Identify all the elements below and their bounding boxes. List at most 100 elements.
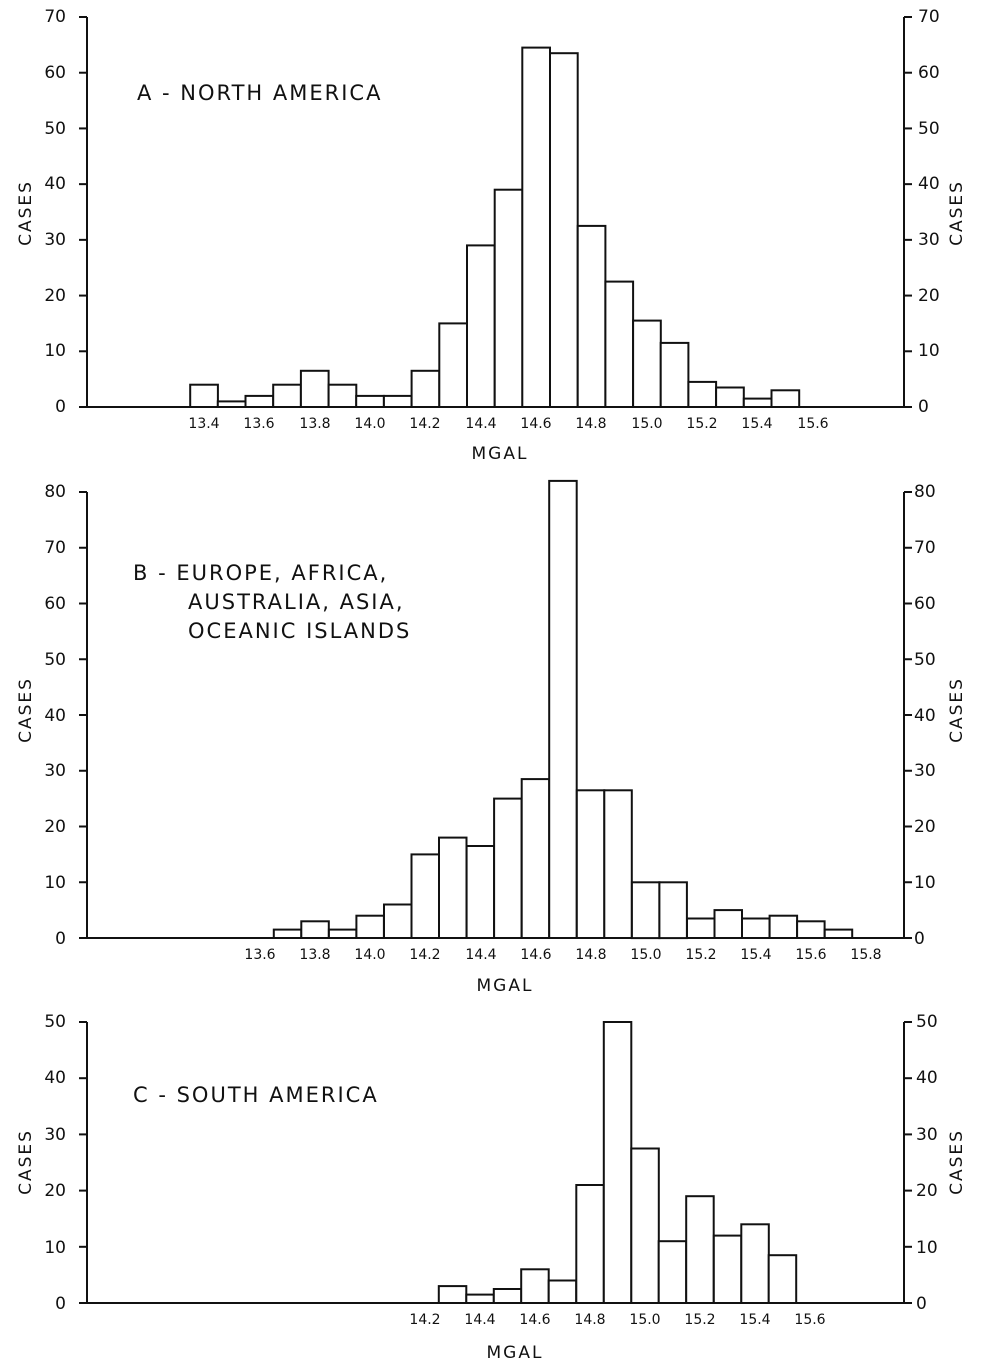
xtick-label: 15.6 bbox=[794, 1312, 825, 1328]
xtick-label: 13.8 bbox=[299, 416, 330, 432]
left-ytick-label: 20 bbox=[44, 817, 66, 837]
xtick-label: 15.0 bbox=[631, 416, 662, 432]
histogram-bar bbox=[327, 928, 358, 939]
histogram-bar bbox=[740, 1223, 770, 1305]
histogram-bar bbox=[410, 853, 440, 940]
xtick-label: 14.6 bbox=[520, 416, 551, 432]
y-axis-title-left: CASES bbox=[16, 1129, 36, 1195]
panel-title-line: A - NORTH AMERICA bbox=[137, 81, 382, 105]
right-ytick-label: 50 bbox=[916, 1012, 938, 1032]
xtick-label: 15.2 bbox=[684, 1312, 715, 1328]
xtick-label: 13.6 bbox=[243, 416, 274, 432]
histogram-bar bbox=[630, 881, 661, 940]
left-ytick-label: 30 bbox=[44, 1125, 66, 1145]
panel-title-line: OCEANIC ISLANDS bbox=[188, 619, 411, 643]
histogram-bar bbox=[630, 1147, 660, 1304]
right-ytick-label: 60 bbox=[914, 594, 936, 614]
histogram-bar bbox=[492, 1288, 523, 1304]
histogram-bar bbox=[216, 400, 247, 408]
right-ytick-label: 50 bbox=[914, 650, 936, 670]
histogram-bar bbox=[355, 914, 385, 940]
histogram-bar bbox=[767, 1254, 798, 1304]
histogram-bar bbox=[685, 1195, 715, 1304]
panel-north-america: 0 10 20 30 40 50 60 70 0 10 20 30 40 50 … bbox=[16, 7, 967, 464]
histogram-bar bbox=[327, 383, 358, 409]
histogram-bar bbox=[686, 917, 716, 939]
histogram-bar bbox=[438, 322, 468, 408]
histogram-bar bbox=[603, 789, 633, 939]
histogram-bar bbox=[657, 1240, 688, 1304]
right-ytick-label: 80 bbox=[914, 482, 936, 502]
histogram-bar bbox=[575, 789, 606, 939]
right-ytick-label: 30 bbox=[916, 1125, 938, 1145]
histogram-bar bbox=[604, 280, 635, 409]
histogram-bar bbox=[272, 383, 302, 409]
histogram-bar bbox=[410, 369, 441, 408]
histogram-bar bbox=[520, 778, 551, 939]
histogram-bar bbox=[300, 920, 330, 939]
panel-title-line: C - SOUTH AMERICA bbox=[133, 1083, 379, 1107]
panel-south-america: 0 10 20 30 40 50 0 10 20 30 40 50 14.2 1… bbox=[16, 1012, 967, 1363]
right-ytick-label: 40 bbox=[914, 706, 936, 726]
histogram-bar bbox=[299, 369, 330, 408]
histogram-bar bbox=[547, 1279, 578, 1304]
xtick-label: 15.6 bbox=[797, 416, 828, 432]
histogram-bar bbox=[823, 928, 854, 939]
xtick-label: 15.2 bbox=[686, 416, 717, 432]
xtick-label: 14.6 bbox=[519, 1312, 550, 1328]
histogram-bar bbox=[687, 380, 718, 408]
histogram-bar bbox=[493, 188, 524, 408]
x-axis-title: MGAL bbox=[472, 444, 529, 464]
xtick-label: 15.4 bbox=[741, 416, 772, 432]
left-ytick-label: 50 bbox=[44, 1012, 66, 1032]
right-ytick-label: 10 bbox=[916, 1238, 938, 1258]
histogram-bar bbox=[602, 1021, 633, 1304]
histogram-bar bbox=[493, 797, 523, 939]
x-axis-title: MGAL bbox=[487, 1343, 544, 1363]
histogram-bar bbox=[713, 909, 743, 939]
xtick-label: 14.4 bbox=[465, 416, 496, 432]
xtick-label: 14.2 bbox=[409, 1312, 440, 1328]
right-ytick-label: 70 bbox=[918, 7, 940, 27]
y-axis-title-left: CASES bbox=[16, 180, 36, 246]
x-axis-title: MGAL bbox=[477, 976, 534, 996]
xtick-label: 15.8 bbox=[850, 947, 881, 963]
histogram-bar bbox=[521, 46, 551, 408]
left-ytick-label: 30 bbox=[44, 761, 66, 781]
left-ytick-label: 10 bbox=[44, 341, 66, 361]
left-ytick-label: 60 bbox=[44, 63, 66, 83]
right-ytick-label: 60 bbox=[918, 63, 940, 83]
right-ytick-label: 50 bbox=[918, 119, 940, 139]
y-axis-title-right: CASES bbox=[947, 677, 967, 743]
xtick-label: 14.2 bbox=[409, 416, 440, 432]
left-ytick-label: 0 bbox=[55, 929, 66, 949]
y-axis-title-left: CASES bbox=[16, 677, 36, 743]
histogram-bar bbox=[437, 1285, 468, 1304]
left-ytick-label: 60 bbox=[44, 594, 66, 614]
xtick-label: 15.4 bbox=[740, 947, 771, 963]
histogram-bar bbox=[382, 394, 413, 408]
right-ytick-label: 20 bbox=[918, 286, 940, 306]
left-ytick-label: 20 bbox=[44, 286, 66, 306]
histogram-bar bbox=[742, 397, 773, 409]
xtick-label: 15.4 bbox=[739, 1312, 770, 1328]
right-ytick-label: 20 bbox=[914, 817, 936, 837]
xtick-label: 14.4 bbox=[464, 1312, 495, 1328]
left-ytick-label: 70 bbox=[44, 538, 66, 558]
histogram-bar bbox=[712, 1234, 743, 1304]
right-ytick-label: 20 bbox=[916, 1181, 938, 1201]
histogram-bar bbox=[438, 836, 468, 939]
histogram-bar bbox=[768, 914, 799, 940]
left-ytick-label: 30 bbox=[44, 230, 66, 250]
right-ytick-label: 30 bbox=[914, 761, 936, 781]
panel-title-line: B - EUROPE, AFRICA, bbox=[133, 561, 388, 585]
left-ytick-label: 20 bbox=[44, 1181, 66, 1201]
right-ytick-label: 40 bbox=[916, 1068, 938, 1088]
xtick-label: 13.6 bbox=[244, 947, 275, 963]
histogram-bar bbox=[658, 881, 688, 940]
left-ytick-label: 40 bbox=[44, 174, 66, 194]
histogram-bar bbox=[715, 386, 745, 408]
left-ytick-label: 10 bbox=[44, 1238, 66, 1258]
histogram-bar bbox=[244, 394, 275, 408]
